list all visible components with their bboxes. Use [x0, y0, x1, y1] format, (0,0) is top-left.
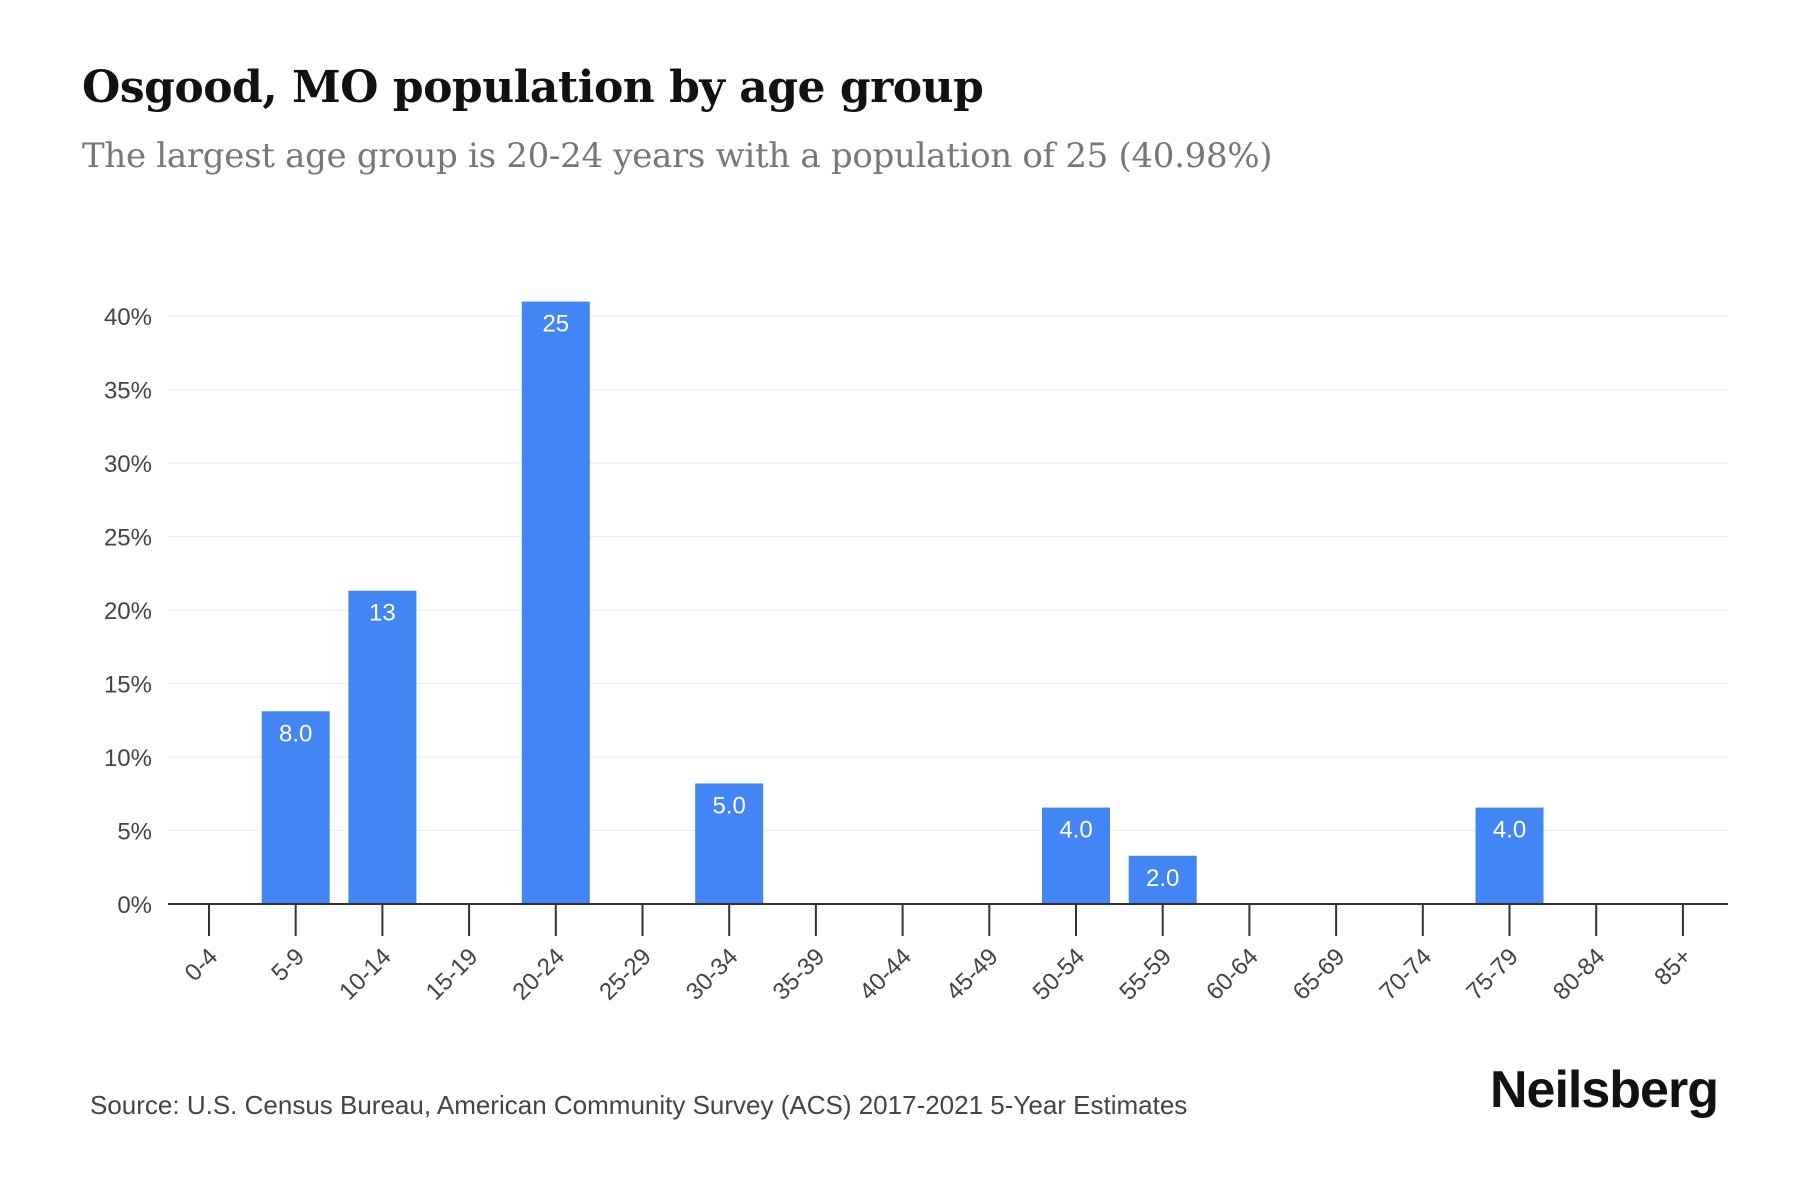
y-tick-label: 30%: [104, 451, 152, 478]
x-tick-label: 80-84: [1548, 943, 1611, 1006]
bar-value-label: 4.0: [1493, 817, 1526, 844]
bar-value-label: 2.0: [1146, 865, 1179, 892]
bar-value-label: 4.0: [1059, 817, 1092, 844]
x-tick-label: 40-44: [854, 943, 917, 1006]
x-tick-label: 25-29: [594, 943, 657, 1006]
y-tick-label: 5%: [117, 819, 152, 846]
x-tick-label: 45-49: [941, 943, 1004, 1006]
y-tick-label: 10%: [104, 745, 152, 772]
bar: [1475, 807, 1544, 904]
brand-logo: Neilsberg: [1490, 1061, 1719, 1119]
x-tick-label: 65-69: [1288, 943, 1351, 1006]
bar: [695, 783, 764, 904]
bar: [521, 301, 590, 904]
y-tick-label: 25%: [104, 525, 152, 552]
y-tick-label: 35%: [104, 378, 152, 405]
x-tick-label: 15-19: [421, 943, 484, 1006]
x-tick-label: 55-59: [1114, 943, 1177, 1006]
x-tick-label: 50-54: [1028, 943, 1091, 1006]
x-tick-label: 10-14: [334, 943, 397, 1006]
x-tick-label: 60-64: [1201, 943, 1264, 1006]
bar: [348, 590, 417, 904]
bar-value-label: 25: [542, 311, 569, 338]
bar: [1042, 807, 1110, 904]
bar: [261, 711, 330, 904]
y-tick-label: 0%: [117, 892, 152, 919]
x-tick-label: 75-79: [1461, 943, 1524, 1006]
x-tick-label: 35-39: [768, 943, 831, 1006]
x-tick-label: 70-74: [1375, 943, 1438, 1006]
chart-subtitle: The largest age group is 20-24 years wit…: [82, 136, 1273, 176]
y-tick-label: 40%: [104, 304, 152, 331]
x-tick-label: 0-4: [180, 943, 224, 987]
bar: [1128, 855, 1197, 904]
x-tick-label: 30-34: [681, 943, 744, 1006]
bar-value-label: 5.0: [713, 792, 746, 819]
x-tick-label: 85+: [1649, 943, 1697, 991]
y-tick-label: 20%: [104, 598, 152, 625]
source-note: Source: U.S. Census Bureau, American Com…: [90, 1090, 1188, 1120]
bar-value-label: 8.0: [279, 720, 312, 747]
y-tick-label: 15%: [104, 672, 152, 699]
bar-value-label: 13: [369, 600, 396, 627]
x-tick-label: 20-24: [508, 943, 571, 1006]
chart-title: Osgood, MO population by age group: [82, 62, 984, 113]
x-tick-label: 5-9: [266, 943, 310, 987]
